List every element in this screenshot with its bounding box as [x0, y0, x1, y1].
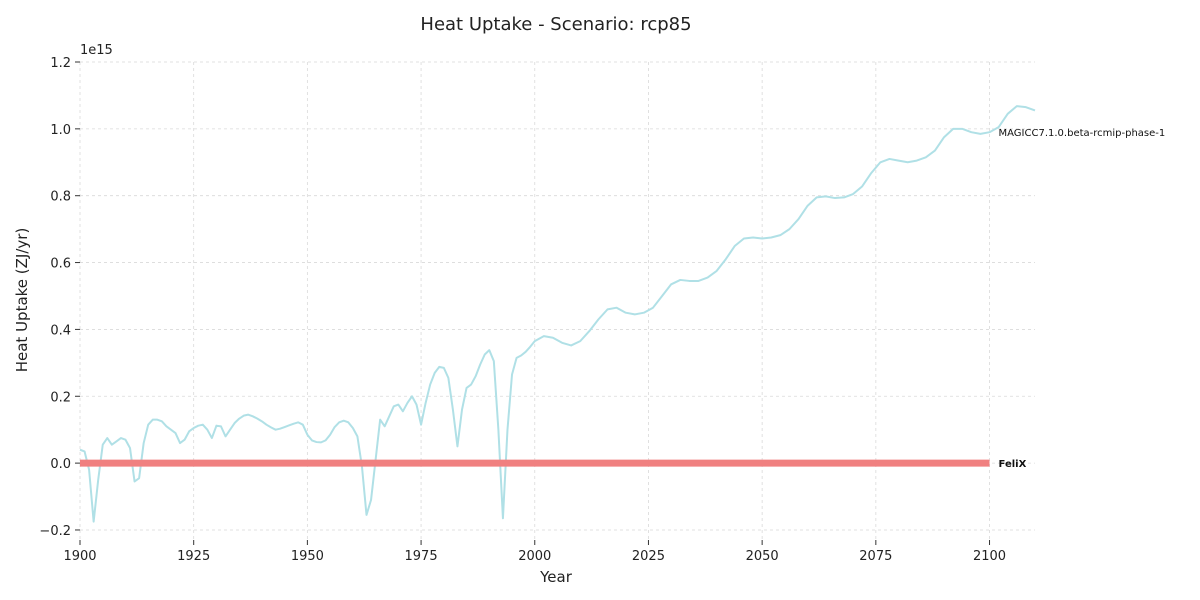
- x-tick-label: 1900: [63, 549, 96, 564]
- grid: [79, 61, 1035, 540]
- series-end-label: FeliX: [999, 459, 1027, 470]
- x-axis-label: Year: [539, 568, 573, 586]
- y-axis-label: Heat Uptake (ZJ/yr): [13, 228, 31, 373]
- x-tick-label: 2100: [973, 549, 1006, 564]
- y-offset-label: 1e15: [80, 43, 113, 58]
- y-tick-label: −0.2: [39, 524, 71, 539]
- x-tick-label: 2025: [632, 549, 665, 564]
- x-tick-label: 1975: [405, 549, 438, 564]
- y-tick-label: 1.2: [50, 56, 71, 71]
- series-layer: [79, 105, 1036, 523]
- x-tick-label: 2075: [859, 549, 892, 564]
- x-tick-label: 2050: [746, 549, 779, 564]
- ticks-layer: 1900 1925 1950 1975 2000 2025 2050 2075 2100 −0.2…: [39, 56, 1006, 564]
- y-tick-label: 0.4: [50, 323, 71, 338]
- series-end-label: MAGICC7.1.0.beta-rcmip-phase-1: [999, 128, 1166, 139]
- x-tick-label: 1950: [291, 549, 324, 564]
- y-tick-label: 0.8: [50, 190, 71, 205]
- chart-title: Heat Uptake - Scenario: rcp85: [420, 14, 691, 35]
- y-tick-label: 0.2: [50, 390, 71, 405]
- y-tick-label: 0.0: [50, 457, 71, 472]
- series-labels: MAGICC7.1.0.beta-rcmip-phase-1 FeliX: [999, 128, 1166, 470]
- y-tick-label: 0.6: [50, 257, 71, 272]
- x-tick-label: 2000: [518, 549, 551, 564]
- series-line-magicc7-1-0-beta-rcmip-phase-1: [79, 105, 1036, 523]
- x-tick-label: 1925: [177, 549, 210, 564]
- y-tick-label: 1.0: [50, 123, 71, 138]
